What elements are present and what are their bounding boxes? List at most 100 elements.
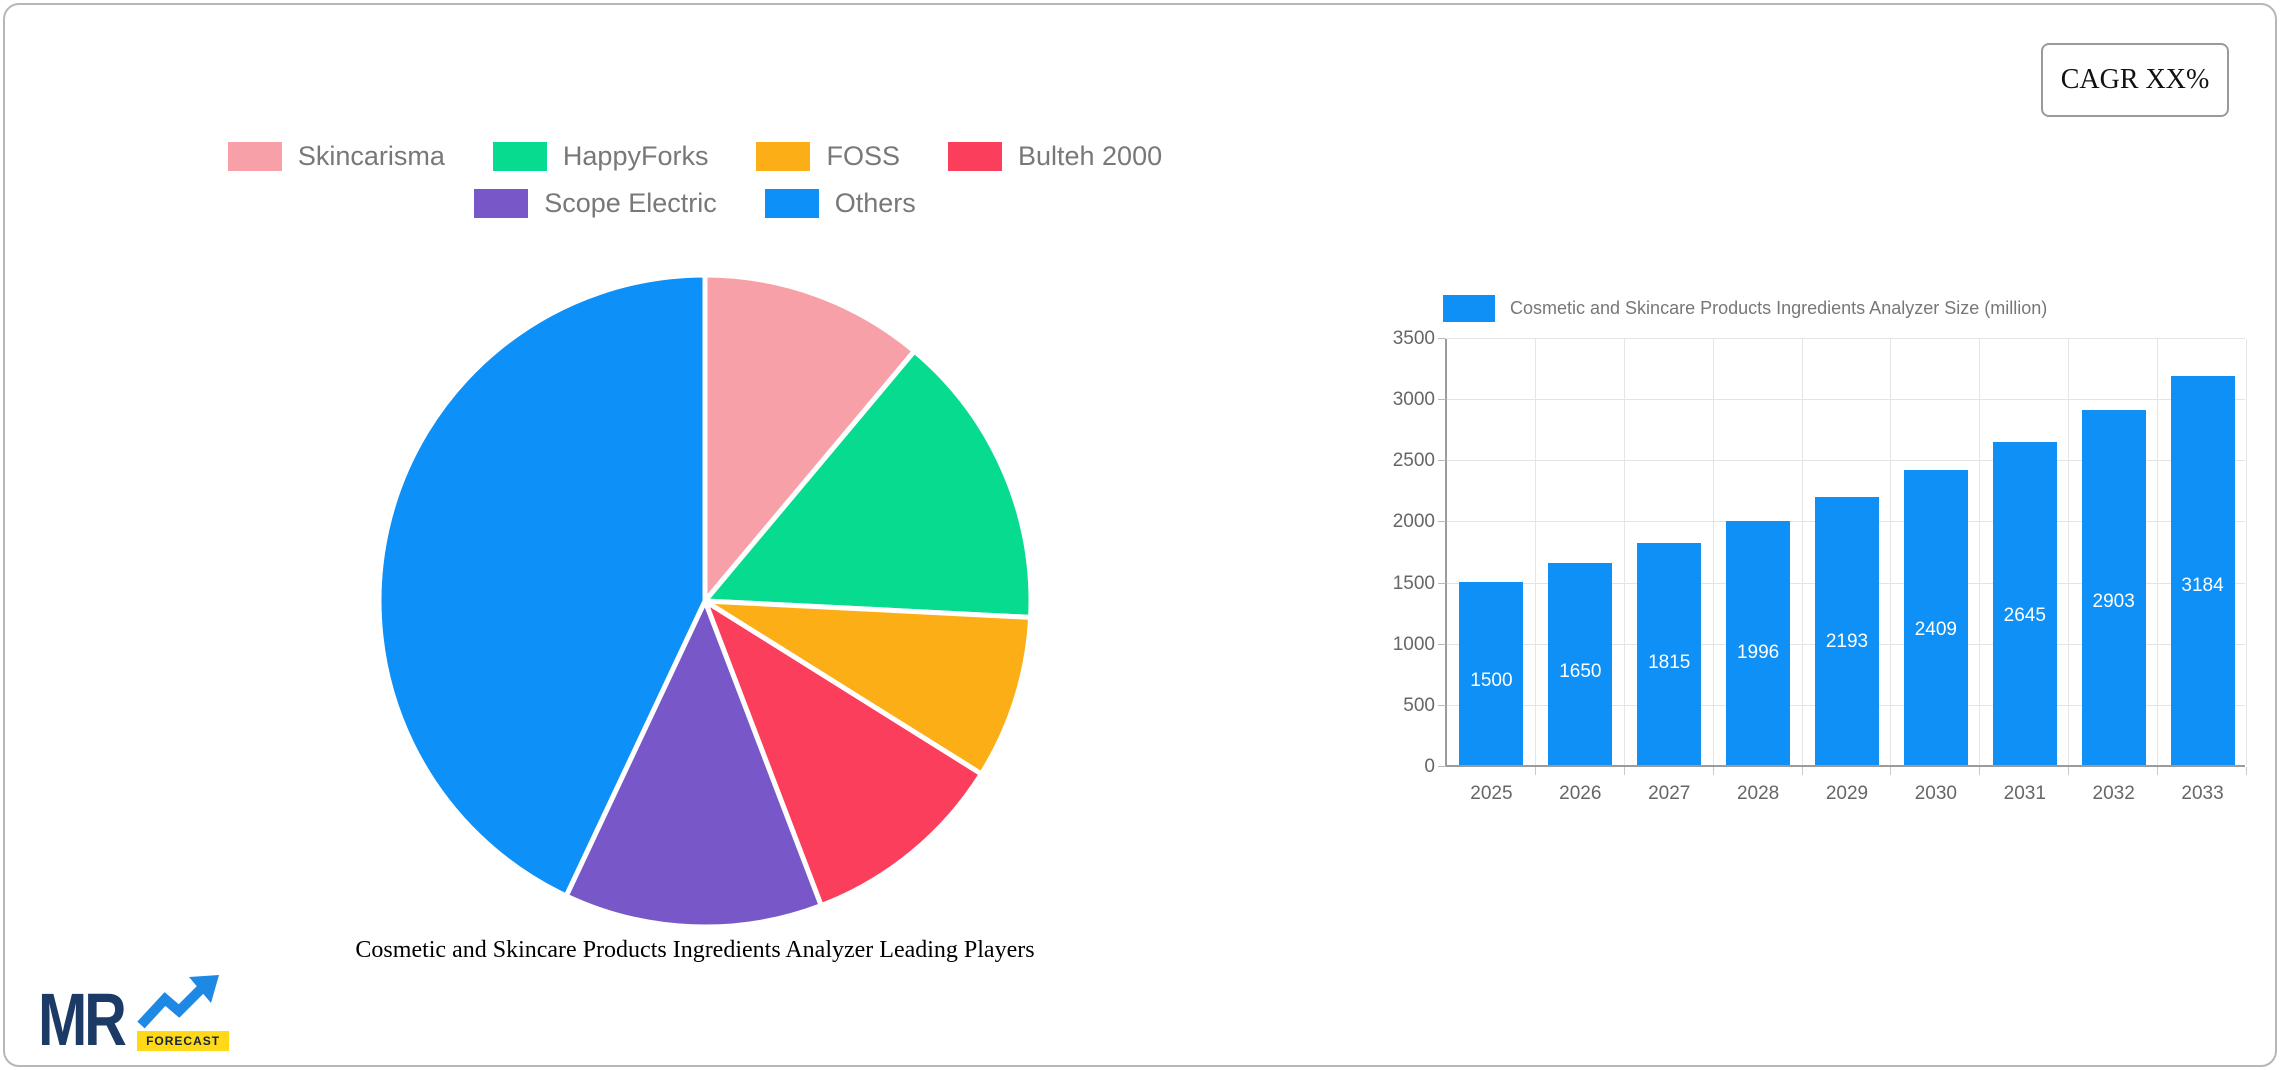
- pie-chart-section: Skincarisma HappyForks FOSS Bulteh 2000 Scop…: [5, 5, 1385, 1065]
- y-axis-tick-label: 1500: [1392, 572, 1435, 594]
- h-gridline: [1447, 338, 2245, 339]
- bar-2026[interactable]: 1650: [1548, 563, 1613, 765]
- y-axis-tick-label: 2500: [1392, 450, 1435, 472]
- legend-item-label: Others: [834, 188, 916, 218]
- y-axis-tick-mark: [1438, 766, 1446, 767]
- legend-swatch-icon: [947, 142, 1002, 171]
- y-axis-tick-mark: [1438, 460, 1446, 462]
- legend-item-label: Skincarisma: [297, 141, 445, 171]
- legend-item-foss[interactable]: FOSS: [756, 141, 900, 172]
- bar-2027[interactable]: 1815: [1637, 543, 1702, 765]
- cagr-label: CAGR XX%: [2060, 64, 2210, 95]
- legend-item-happyforks[interactable]: HappyForks: [492, 141, 709, 172]
- x-axis-tick-mark: [1712, 767, 1714, 775]
- bar-2030[interactable]: 2409: [1903, 470, 1968, 765]
- pie-slice-scope-electric[interactable]: [563, 598, 824, 930]
- legend-item-scope-electric[interactable]: Scope Electric: [474, 188, 717, 219]
- v-gridline: [1712, 339, 1714, 765]
- v-gridline: [1979, 339, 1981, 765]
- x-axis-category-label: 2033: [2181, 783, 2224, 804]
- v-gridline: [2157, 339, 2159, 765]
- brand-logo: MR FORECAST: [38, 973, 230, 1062]
- logo-forecast-badge: FORECAST: [137, 1031, 230, 1051]
- bar-legend-swatch-icon: [1443, 295, 1495, 322]
- cagr-badge: CAGR XX%: [2041, 43, 2229, 117]
- y-axis-tick-mark: [1438, 704, 1446, 706]
- pie-slice-bulteh-2000[interactable]: [702, 598, 984, 909]
- bar-value-label: 3184: [2181, 574, 2224, 596]
- legend-item-label: FOSS: [826, 141, 900, 171]
- pie-legend: Skincarisma HappyForks FOSS Bulteh 2000 Scop…: [5, 141, 1385, 219]
- legend-item-skincarisma[interactable]: Skincarisma: [227, 141, 445, 172]
- legend-swatch-icon: [764, 189, 819, 218]
- trend-arrow-icon: [137, 975, 220, 1029]
- v-gridline: [1534, 339, 1536, 765]
- x-axis-category-label: 2030: [1914, 783, 1958, 804]
- y-axis-tick-mark: [1438, 399, 1446, 401]
- y-axis-tick-mark: [1438, 643, 1446, 645]
- x-axis-category-label: 2031: [2003, 783, 2046, 804]
- pie-chart-title: Cosmetic and Skincare Products Ingredien…: [355, 937, 1035, 963]
- bar-chart-section: Cosmetic and Skincare Products Ingredien…: [1393, 291, 2275, 851]
- x-axis-tick-mark: [2157, 767, 2159, 775]
- x-axis-category-label: 2027: [1648, 783, 1691, 804]
- legend-item-label: Scope Electric: [544, 188, 717, 218]
- y-axis-tick-label: 2000: [1392, 511, 1435, 533]
- x-axis-tick-mark: [1979, 767, 1981, 775]
- bar-2032[interactable]: 2903: [2081, 410, 2146, 765]
- legend-item-label: Bulteh 2000: [1017, 141, 1163, 171]
- pie-legend-row: Skincarisma HappyForks FOSS Bulteh 2000: [227, 141, 1163, 172]
- x-axis-tick-mark: [2246, 767, 2247, 775]
- legend-item-bulteh-2000[interactable]: Bulteh 2000: [947, 141, 1163, 172]
- logo-brand-text: MR: [38, 978, 127, 1062]
- x-axis-category-label: 2026: [1559, 783, 1602, 804]
- pie-slice-skincarisma[interactable]: [702, 272, 917, 604]
- bar-legend-label: Cosmetic and Skincare Products Ingredien…: [1510, 298, 2048, 318]
- bar-value-label: 1500: [1470, 669, 1513, 691]
- v-gridline: [1623, 339, 1625, 765]
- x-axis-tick-mark: [1534, 767, 1536, 775]
- pie-legend-row: Scope Electric Others: [474, 188, 916, 219]
- bar-2025[interactable]: 1500: [1459, 581, 1524, 765]
- report-frame: CAGR XX% Skincarisma HappyForks FOSS Bulteh…: [3, 3, 2277, 1067]
- y-axis-tick-label: 3000: [1392, 389, 1435, 411]
- x-axis-tick-mark: [1890, 767, 1892, 775]
- legend-swatch-icon: [227, 142, 282, 171]
- x-axis-category-label: 2028: [1736, 783, 1780, 804]
- bar-2028[interactable]: 1996: [1726, 520, 1791, 765]
- bar-value-label: 2409: [1914, 618, 1958, 640]
- pie-slice-foss[interactable]: [702, 598, 1034, 777]
- y-axis-tick-label: 0: [1424, 756, 1435, 777]
- legend-item-others[interactable]: Others: [764, 188, 916, 219]
- bar-value-label: 1996: [1736, 641, 1780, 663]
- h-gridline: [1447, 399, 2245, 401]
- pie-chart: [376, 272, 1034, 930]
- x-axis-tick-mark: [2068, 767, 2070, 775]
- bar-value-label: 2903: [2092, 590, 2135, 612]
- bar-value-label: 2645: [2003, 605, 2046, 627]
- v-gridline: [2068, 339, 2070, 765]
- legend-swatch-icon: [492, 142, 547, 171]
- y-axis-tick-label: 1000: [1392, 633, 1435, 655]
- legend-swatch-icon: [756, 142, 811, 171]
- bar-2029[interactable]: 2193: [1815, 496, 1879, 765]
- bar-value-label: 2193: [1825, 630, 1869, 652]
- v-gridline: [1890, 339, 1892, 765]
- legend-swatch-icon: [474, 189, 529, 218]
- bar-2033[interactable]: 3184: [2170, 375, 2235, 765]
- legend-item-label: HappyForks: [562, 141, 709, 171]
- v-gridline: [2246, 339, 2247, 765]
- bar-value-label: 1815: [1648, 651, 1691, 673]
- y-axis-tick-mark: [1438, 338, 1446, 339]
- pie-slice-others[interactable]: [376, 272, 708, 899]
- pie-slice-happyforks[interactable]: [702, 348, 1034, 620]
- bar-2031[interactable]: 2645: [1992, 441, 2057, 765]
- y-axis-tick-mark: [1438, 521, 1446, 523]
- x-axis-category-label: 2029: [1825, 783, 1869, 804]
- h-gridline: [1447, 460, 2245, 462]
- bar-legend: Cosmetic and Skincare Products Ingredien…: [1443, 295, 2047, 322]
- x-axis-tick-mark: [1623, 767, 1625, 775]
- bar-plot-area: 0 500 1000 1500 2000 2500 3000 3500 1500 2025 1650…: [1393, 328, 2247, 804]
- x-axis-category-label: 2032: [2092, 783, 2135, 804]
- bar-value-label: 1650: [1559, 661, 1602, 683]
